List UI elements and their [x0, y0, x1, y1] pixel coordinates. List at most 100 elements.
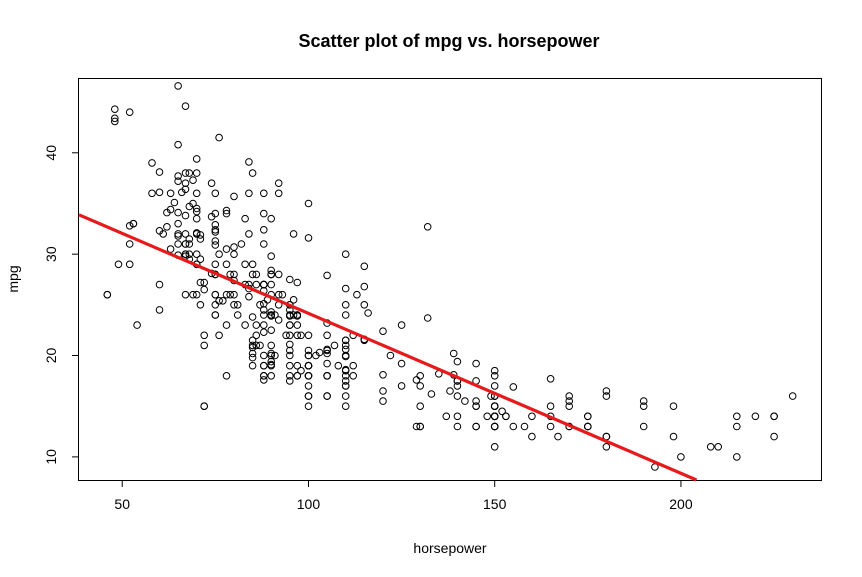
- data-point: [260, 376, 268, 384]
- data-point: [304, 351, 313, 360]
- data-point: [148, 189, 156, 198]
- data-point: [341, 402, 350, 411]
- data-point: [304, 392, 313, 400]
- data-point: [304, 372, 313, 380]
- data-point: [304, 402, 313, 411]
- chart-title: Scatter plot of mpg vs. horsepower: [298, 31, 599, 51]
- data-point: [416, 402, 425, 411]
- data-point: [554, 432, 562, 441]
- data-point: [341, 336, 350, 345]
- data-point: [252, 331, 261, 340]
- data-point: [267, 270, 276, 279]
- data-point: [267, 214, 276, 223]
- data-point: [304, 382, 313, 390]
- data-point: [297, 366, 305, 375]
- data-point: [397, 321, 406, 329]
- data-point: [412, 376, 421, 384]
- data-point: [323, 331, 331, 340]
- data-point: [252, 280, 261, 289]
- x-axis-label: horsepower: [413, 540, 486, 556]
- data-point: [360, 282, 369, 291]
- data-point: [360, 301, 369, 309]
- data-point: [260, 328, 268, 337]
- data-point: [200, 402, 208, 411]
- data-point: [155, 227, 164, 235]
- data-point: [267, 357, 276, 366]
- data-point: [267, 252, 276, 261]
- data-point: [192, 207, 201, 216]
- data-point: [341, 341, 350, 350]
- data-point: [237, 240, 246, 248]
- data-point: [490, 422, 499, 431]
- data-point: [341, 301, 350, 309]
- data-point: [222, 372, 231, 380]
- data-point: [733, 412, 741, 421]
- data-point: [211, 290, 220, 299]
- data-point: [528, 412, 536, 421]
- data-point: [111, 117, 119, 126]
- data-point: [453, 412, 462, 421]
- data-point: [174, 177, 182, 185]
- data-point: [289, 311, 298, 319]
- data-point: [148, 159, 156, 167]
- data-point: [170, 198, 179, 207]
- data-point: [490, 402, 499, 411]
- data-point: [245, 292, 253, 301]
- data-point: [111, 114, 119, 123]
- data-point: [192, 214, 201, 223]
- data-point: [423, 223, 432, 231]
- data-point: [256, 341, 264, 350]
- data-point: [341, 365, 350, 374]
- data-point: [260, 209, 268, 218]
- data-point: [260, 372, 268, 380]
- data-point: [490, 443, 499, 451]
- data-point: [181, 211, 190, 220]
- data-point: [248, 270, 257, 279]
- data-point: [222, 260, 231, 269]
- data-point: [271, 351, 279, 360]
- data-point: [286, 372, 294, 380]
- points-layer: [103, 82, 797, 471]
- data-point: [248, 343, 257, 352]
- data-point: [219, 297, 227, 305]
- data-point: [304, 361, 313, 370]
- data-point: [669, 402, 678, 411]
- data-point: [260, 240, 268, 248]
- data-point: [181, 240, 190, 248]
- x-tick-label: 200: [669, 496, 693, 512]
- data-point: [260, 226, 268, 234]
- data-point: [174, 240, 182, 248]
- data-point: [639, 422, 648, 431]
- data-point: [304, 199, 313, 208]
- data-point: [483, 412, 492, 421]
- data-point: [230, 301, 238, 309]
- data-point: [192, 204, 201, 213]
- data-point: [341, 284, 350, 293]
- data-point: [192, 229, 201, 237]
- data-point: [584, 422, 592, 431]
- data-point: [211, 221, 220, 229]
- data-point: [427, 390, 436, 398]
- data-point: [189, 290, 197, 299]
- data-point: [241, 260, 249, 269]
- data-point: [174, 230, 182, 238]
- data-point: [509, 422, 518, 431]
- data-point: [274, 179, 283, 187]
- data-point: [677, 453, 685, 461]
- data-point: [453, 382, 462, 390]
- data-point: [252, 270, 261, 279]
- data-point: [546, 422, 555, 431]
- data-point: [528, 432, 536, 441]
- data-point: [602, 392, 611, 400]
- data-point: [163, 223, 171, 231]
- y-axis: 10 20 30 40: [43, 145, 79, 465]
- data-point: [293, 331, 302, 340]
- data-point: [200, 285, 208, 294]
- data-point: [498, 407, 506, 416]
- y-tick-label: 30: [43, 246, 59, 262]
- data-point: [341, 377, 350, 385]
- data-point: [125, 260, 134, 269]
- y-tick-label: 20: [43, 348, 59, 364]
- data-point: [278, 290, 287, 299]
- data-point: [155, 168, 164, 176]
